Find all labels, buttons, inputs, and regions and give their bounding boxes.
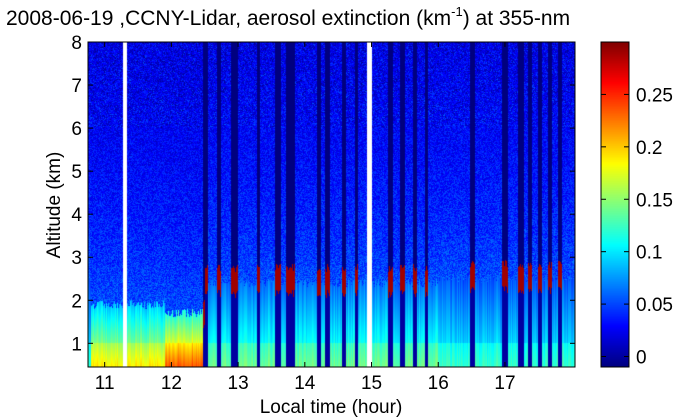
y-tick-label: 1 [71, 334, 82, 355]
y-axis-label: Altitude (km) [44, 152, 65, 259]
colorbar-tick-label: 0.1 [636, 243, 662, 264]
x-tick-label: 13 [228, 373, 249, 394]
y-tick-label: 2 [71, 291, 82, 312]
colorbar-axis: 0 0.05 0.1 0.15 0.2 0.25 [601, 85, 673, 369]
x-tick-label: 14 [294, 373, 316, 394]
x-tick-label: 12 [161, 373, 182, 394]
plot-frame [87, 41, 576, 368]
chart-title-main: 2008-06-19 ,CCNY-Lidar, aerosol extincti… [6, 7, 451, 30]
colorbar [601, 42, 629, 367]
x-tick-label: 17 [494, 373, 515, 394]
x-tick-label: 15 [361, 373, 382, 394]
chart-title-superscript: -1 [451, 4, 463, 19]
x-axis-label: Local time (hour) [260, 397, 403, 418]
y-tick-label: 4 [71, 205, 82, 226]
colorbar-tick-label: 0.2 [636, 138, 662, 159]
y-tick-label: 3 [71, 248, 82, 269]
x-axis: 11 12 13 14 15 16 17 [95, 42, 516, 394]
extinction-heatmap [88, 42, 575, 367]
x-tick-label: 11 [95, 373, 115, 394]
y-tick-label: 7 [71, 76, 82, 97]
colorbar-frame [600, 41, 630, 368]
chart-title: 2008-06-19 ,CCNY-Lidar, aerosol extincti… [6, 4, 570, 30]
y-axis: 1 2 3 4 5 6 7 8 [71, 33, 575, 355]
colorbar-tick-label: 0.15 [636, 190, 673, 211]
y-tick-label: 8 [71, 33, 82, 54]
heatmap-area [88, 42, 575, 367]
colorbar-tick-label: 0.25 [636, 85, 673, 106]
y-tick-label: 5 [71, 162, 82, 183]
colorbar-tick-label: 0 [636, 348, 647, 369]
colorbar-tick-label: 0.05 [636, 295, 673, 316]
y-tick-label: 6 [71, 119, 82, 140]
chart-title-tail: ) at 355-nm [463, 7, 570, 30]
colorbar-area [601, 42, 629, 367]
x-tick-label: 16 [428, 373, 449, 394]
